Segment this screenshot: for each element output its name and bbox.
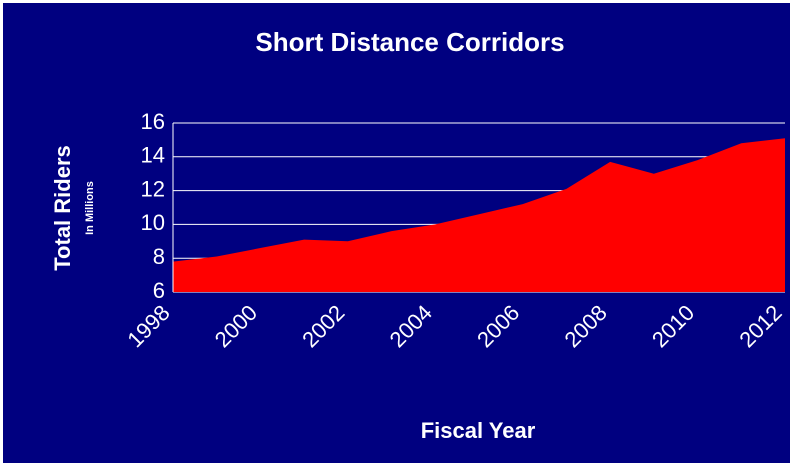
y-axis-label: Total Riders [50,145,75,271]
y-tick-label: 10 [141,210,165,235]
y-tick-label: 14 [141,143,165,168]
area [173,138,785,292]
y-tick-label: 6 [153,278,165,303]
y-tick-label: 16 [141,109,165,134]
y-tick-label: 12 [141,176,165,201]
chart-title: Short Distance Corridors [255,27,564,57]
y-axis-sublabel: In Millions [84,181,96,235]
x-axis-label: Fiscal Year [421,418,536,443]
y-tick-label: 8 [153,244,165,269]
